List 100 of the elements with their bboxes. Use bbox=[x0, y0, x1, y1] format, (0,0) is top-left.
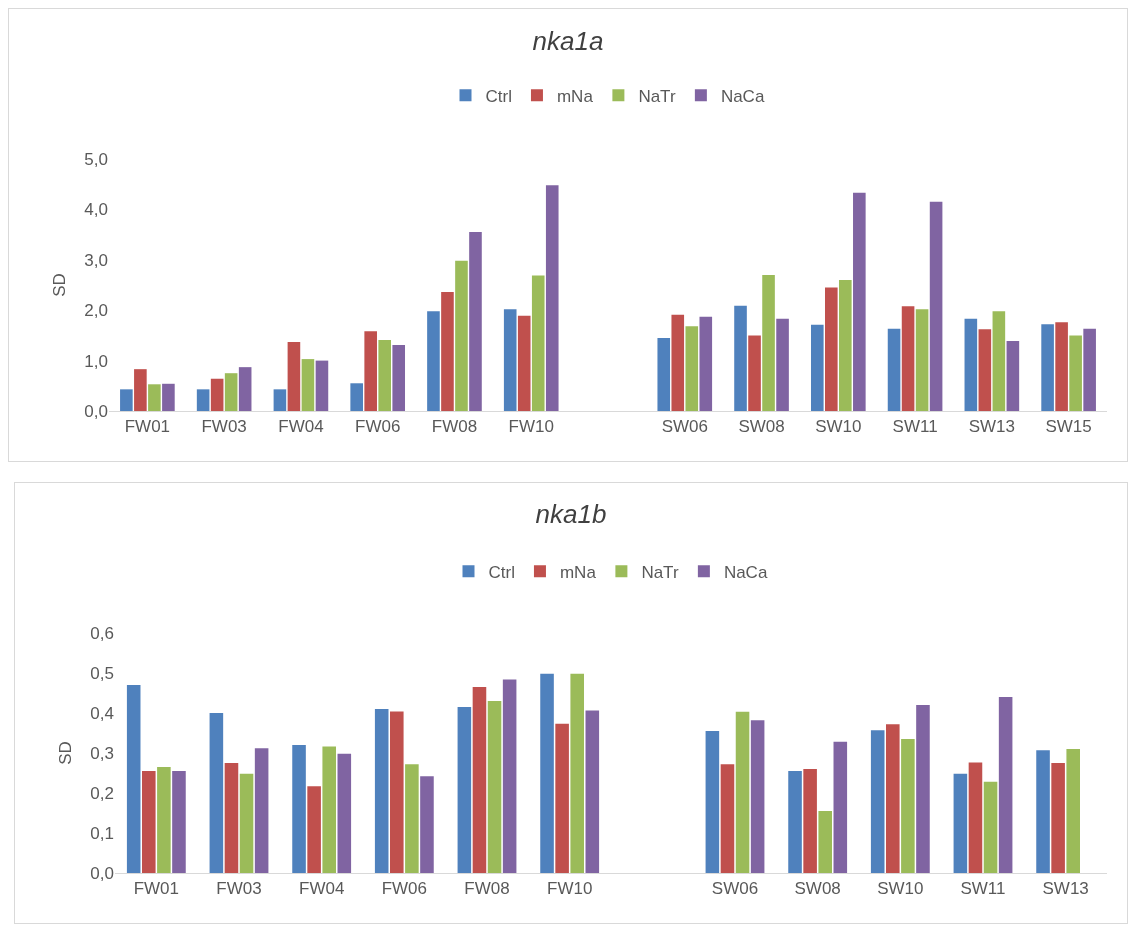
bar bbox=[964, 318, 978, 411]
y-tick-label: 5,0 bbox=[84, 149, 108, 169]
bar bbox=[472, 687, 487, 873]
bar bbox=[671, 314, 685, 411]
bar bbox=[1036, 750, 1050, 873]
bar bbox=[734, 305, 747, 411]
bar bbox=[699, 316, 713, 411]
bar bbox=[555, 723, 569, 873]
bar bbox=[570, 673, 584, 873]
bar bbox=[157, 767, 171, 873]
x-tick-label: FW01 bbox=[133, 879, 179, 899]
bar bbox=[983, 781, 998, 873]
bar bbox=[390, 711, 404, 873]
bar bbox=[720, 764, 735, 873]
bar bbox=[748, 335, 761, 411]
y-tick-label: 0,0 bbox=[84, 401, 108, 421]
legend-label: Ctrl bbox=[485, 86, 512, 106]
bar bbox=[420, 776, 434, 873]
bar bbox=[870, 730, 885, 873]
legend-label: mNa bbox=[556, 86, 594, 106]
bar bbox=[120, 389, 133, 411]
x-tick-label: FW03 bbox=[216, 879, 262, 899]
x-tick-label: FW08 bbox=[464, 879, 510, 899]
y-axis-title: SD bbox=[50, 273, 69, 297]
bar bbox=[833, 741, 848, 873]
x-tick-label: FW04 bbox=[278, 417, 324, 437]
bar bbox=[929, 201, 943, 411]
bar bbox=[1041, 324, 1054, 411]
bar bbox=[916, 705, 930, 873]
bar bbox=[196, 389, 210, 411]
x-tick-label: SW08 bbox=[794, 879, 841, 899]
legend-label: mNa bbox=[559, 562, 597, 582]
bar bbox=[224, 373, 238, 411]
bar bbox=[307, 786, 321, 873]
legend-label: NaTr bbox=[641, 562, 679, 582]
bar bbox=[457, 707, 472, 873]
x-tick-label: FW04 bbox=[299, 879, 345, 899]
bar bbox=[210, 378, 224, 411]
y-tick-label: 0,1 bbox=[90, 823, 114, 843]
bar bbox=[968, 762, 983, 873]
y-tick-label: 0,0 bbox=[90, 863, 114, 883]
bar bbox=[441, 292, 454, 411]
legend-label: NaCa bbox=[720, 86, 765, 106]
y-tick-label: 0,4 bbox=[90, 703, 114, 723]
bar bbox=[378, 339, 391, 411]
bar bbox=[1083, 328, 1096, 411]
x-tick-label: SW10 bbox=[815, 417, 862, 437]
bar bbox=[238, 367, 252, 411]
x-tick-label: SW11 bbox=[892, 417, 938, 437]
x-tick-label: FW01 bbox=[124, 417, 171, 437]
bar bbox=[735, 711, 750, 873]
chart-title: nka1b bbox=[535, 499, 607, 530]
bar bbox=[1006, 340, 1020, 411]
y-tick-label: 2,0 bbox=[84, 301, 108, 321]
bar bbox=[126, 685, 141, 873]
bar bbox=[517, 315, 531, 411]
bar bbox=[818, 811, 832, 873]
legend-label: NaCa bbox=[723, 562, 768, 582]
bar bbox=[685, 326, 699, 411]
bar bbox=[992, 311, 1006, 411]
bar bbox=[853, 192, 866, 411]
bar bbox=[762, 274, 775, 411]
bar bbox=[705, 731, 720, 873]
bar bbox=[487, 701, 502, 873]
bar bbox=[750, 720, 765, 873]
bar bbox=[531, 275, 545, 411]
x-tick-label: FW06 bbox=[381, 879, 427, 899]
bar bbox=[469, 232, 482, 411]
bar bbox=[273, 389, 287, 411]
bar bbox=[585, 710, 600, 873]
bar bbox=[839, 279, 852, 411]
bar bbox=[978, 329, 992, 411]
bar bbox=[224, 763, 239, 873]
bar bbox=[886, 724, 900, 873]
bar bbox=[540, 673, 554, 873]
x-tick-label: SW15 bbox=[1045, 417, 1092, 437]
bar bbox=[1069, 335, 1082, 411]
bar bbox=[887, 328, 901, 411]
bar bbox=[405, 764, 419, 873]
chart-title: nka1a bbox=[532, 25, 604, 56]
bar bbox=[657, 337, 671, 411]
bar bbox=[287, 341, 301, 411]
bar bbox=[427, 311, 440, 411]
y-tick-label: 0,2 bbox=[90, 783, 114, 803]
x-tick-label: SW10 bbox=[877, 879, 924, 899]
x-tick-label: SW06 bbox=[711, 879, 759, 899]
y-tick-label: 3,0 bbox=[84, 250, 108, 270]
y-axis-title: SD bbox=[56, 741, 75, 765]
bar bbox=[502, 679, 517, 873]
bar bbox=[776, 318, 789, 411]
x-tick-label: FW10 bbox=[508, 417, 554, 437]
bar bbox=[292, 745, 306, 873]
bar bbox=[364, 331, 377, 411]
bar bbox=[1066, 749, 1080, 873]
legend-label: Ctrl bbox=[488, 562, 515, 582]
x-tick-label: SW13 bbox=[1042, 879, 1089, 899]
bar bbox=[1055, 322, 1068, 411]
bar bbox=[172, 771, 186, 873]
bar bbox=[209, 713, 224, 873]
bar bbox=[1051, 763, 1065, 873]
